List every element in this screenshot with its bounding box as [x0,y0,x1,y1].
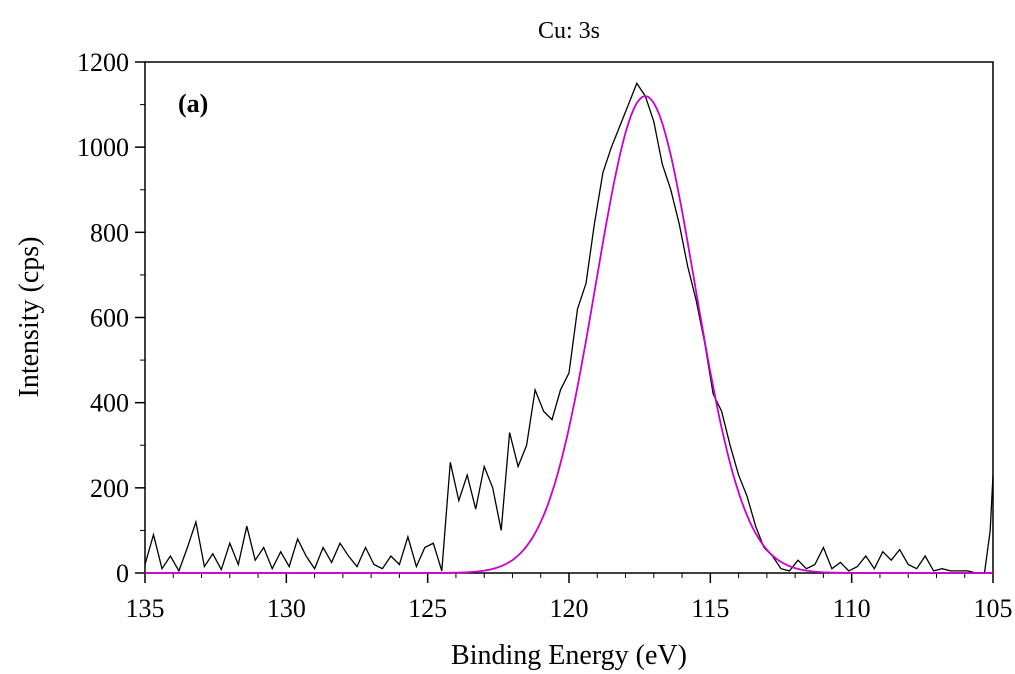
x-axis-label: Binding Energy (eV) [451,640,687,671]
x-tick-label: 125 [408,594,447,623]
x-tick-label: 130 [267,594,306,623]
series-layer [144,81,994,574]
y-tick-label: 800 [90,218,129,247]
y-tick-label: 1000 [77,133,129,162]
y-tick-label: 1200 [77,48,129,77]
y-tick-label: 400 [90,389,129,418]
x-tick-label: 115 [691,594,729,623]
plot-area: 135 130 125 120 115 110 105 0 200 400 600 800 1000 1… [77,48,1013,623]
x-axis: 135 130 125 120 115 110 105 [126,573,1013,623]
x-tick-label: 120 [550,594,589,623]
y-tick-label: 200 [90,474,129,503]
panel-label: (a) [178,89,208,118]
y-axis: 0 200 400 600 800 1000 1200 [77,48,145,588]
y-tick-label: 600 [90,304,129,333]
chart-title: Cu: 3s [538,18,600,44]
plot-frame [144,61,994,574]
x-tick-label: 110 [833,594,871,623]
x-tick-label: 135 [126,594,165,623]
y-axis-label: Intensity (cps) [14,237,45,398]
x-tick-label: 105 [974,594,1013,623]
gaussian-fit-line [145,95,993,574]
spectrum-line [144,81,994,574]
y-tick-label: 0 [116,559,129,588]
